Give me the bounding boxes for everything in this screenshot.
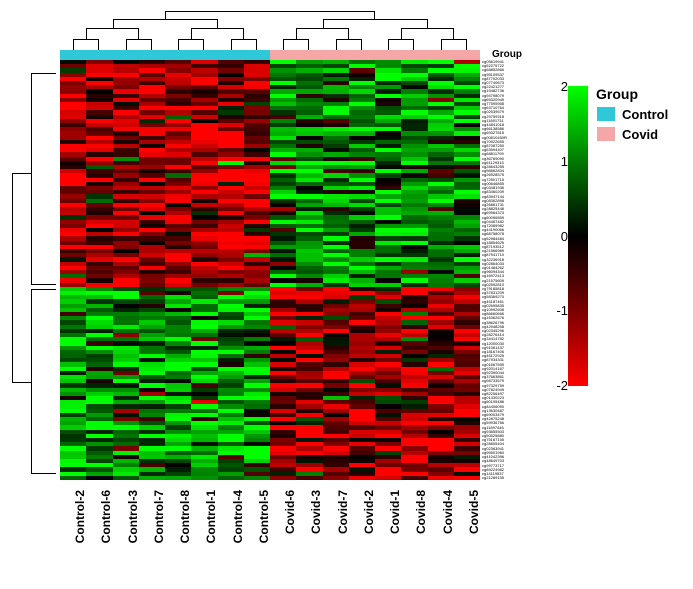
row-dendrogram [10,60,56,480]
column-label: Control-7 [139,490,165,580]
group-bar-segment-control [60,50,270,60]
column-label: Control-8 [165,490,191,580]
color-scale-tick: -2 [552,379,568,392]
column-label: Control-3 [113,490,139,580]
column-label: Control-5 [244,490,270,580]
column-label: Covid-2 [349,490,375,580]
color-scale-bar [568,86,588,386]
column-label: Covid-8 [401,490,427,580]
group-annotation-bar [60,50,480,60]
legend-label: Covid [622,127,658,142]
color-scale-tick: 0 [552,230,568,243]
legend-item-control: Control [596,106,668,122]
column-label: Covid-3 [296,490,322,580]
color-scale-tick: -1 [552,304,568,317]
heatmap-matrix [60,60,480,480]
row-labels: cg05619941cg52275722cg68852866cg95109537… [482,60,552,480]
legend-items: Control Covid [596,106,668,142]
column-label: Covid-6 [270,490,296,580]
figure-stage: Group cg05619941cg52275722cg68852866cg95… [0,0,693,589]
column-label: Control-2 [60,490,86,580]
column-label: Control-1 [191,490,217,580]
column-label: Control-4 [218,490,244,580]
legend-swatch [596,106,616,122]
column-label: Covid-7 [323,490,349,580]
column-label: Control-6 [86,490,112,580]
legend-item-covid: Covid [596,126,668,142]
color-scale-ticks: 2 1 0 -1 -2 [552,80,568,392]
column-label: Covid-5 [454,490,480,580]
color-scale-tick: 1 [552,155,568,168]
legend-swatch [596,126,616,142]
group-legend: Group Control Covid [596,86,668,142]
color-scale-tick: 2 [552,80,568,93]
column-dendrogram [60,10,480,50]
legend-title: Group [596,86,668,102]
column-label: Covid-1 [375,490,401,580]
column-label: Covid-4 [428,490,454,580]
legend-label: Control [622,107,668,122]
column-labels: Control-2Control-6Control-3Control-7Cont… [60,490,480,580]
group-bar-segment-covid [270,50,480,60]
row-label: cg21289155 [482,476,552,480]
